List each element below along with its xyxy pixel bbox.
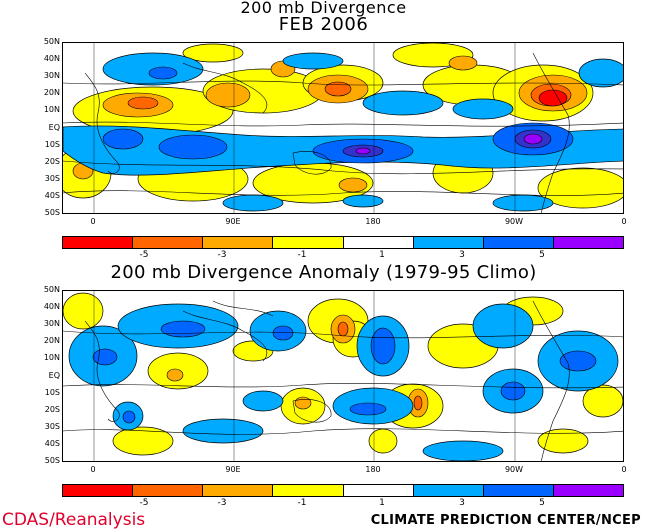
colorbar-segment [343, 237, 414, 248]
divergence-anomaly-map-panel [62, 290, 624, 462]
lat-label: 50N [43, 37, 60, 46]
lon-label: 90E [225, 465, 241, 474]
lon-label: 180 [365, 465, 381, 474]
divergence-anomaly-map-svg [63, 291, 623, 461]
lat-label: 30N [43, 71, 60, 80]
colorbar-segment [483, 485, 554, 496]
lat-label: EQ [48, 371, 60, 380]
colorbar-segment [203, 485, 274, 496]
colorbar-segment [343, 485, 414, 496]
colorbar-label: -1 [297, 250, 307, 260]
lat-label: 30S [44, 174, 60, 183]
colorbar-segment [273, 237, 344, 248]
colorbar-label: 3 [459, 250, 465, 260]
anomaly-map-title: 200 mb Divergence Anomaly (1979-95 Climo… [110, 262, 537, 283]
lat-label: 50S [44, 456, 60, 465]
lon-label: 180 [365, 217, 381, 226]
lat-label: 20N [43, 336, 60, 345]
lat-label: 20S [44, 157, 60, 166]
colorbar-segment [63, 237, 134, 248]
colorbar-segment [483, 237, 554, 248]
colorbar-label: -3 [217, 250, 227, 260]
lon-label: 90W [504, 217, 524, 226]
colorbar-label: -5 [139, 250, 149, 260]
colorbar-label: -3 [217, 498, 227, 508]
lat-label: 30S [44, 422, 60, 431]
map-title-line2: FEB 2006 [278, 14, 369, 35]
colorbar-anomaly [62, 484, 624, 497]
colorbar-segment [413, 237, 484, 248]
lat-label: 40N [43, 54, 60, 63]
colorbar-segment [413, 485, 484, 496]
lat-label: 50N [43, 285, 60, 294]
lat-label: 40S [44, 191, 60, 200]
lat-label: 20S [44, 405, 60, 414]
colorbar-segment [63, 485, 134, 496]
lon-label: 0 [621, 465, 627, 474]
colorbar-segment [133, 237, 204, 248]
lat-label: 40S [44, 439, 60, 448]
lat-label: 10S [44, 388, 60, 397]
lat-label: 20N [43, 88, 60, 97]
lat-label: 10N [43, 353, 60, 362]
colorbar-segment [133, 485, 204, 496]
lon-label: 0 [90, 217, 96, 226]
colorbar-label: 3 [459, 498, 465, 508]
colorbar-segment [553, 237, 623, 248]
colorbar-label: -1 [297, 498, 307, 508]
colorbar-label: -5 [139, 498, 149, 508]
colorbar-label: 1 [379, 250, 385, 260]
lat-label: 50S [44, 208, 60, 217]
colorbar-divergence [62, 236, 624, 249]
colorbar-segment [203, 237, 274, 248]
source-credit: CDAS/Reanalysis [2, 510, 146, 530]
agency-credit: CLIMATE PREDICTION CENTER/NCEP [370, 513, 641, 528]
divergence-map-svg [63, 43, 623, 213]
divergence-map-panel [62, 42, 624, 214]
lon-label: 90W [504, 465, 524, 474]
colorbar-segment [553, 485, 623, 496]
lat-label: 40N [43, 302, 60, 311]
colorbar-label: 5 [539, 498, 545, 508]
lon-label: 90E [225, 217, 241, 226]
lat-label: 10S [44, 140, 60, 149]
colorbar-label: 1 [379, 498, 385, 508]
lat-label: 10N [43, 105, 60, 114]
lat-label: 30N [43, 319, 60, 328]
lon-label: 0 [90, 465, 96, 474]
map-title-line1: 200 mb Divergence [240, 0, 407, 17]
lon-label: 0 [621, 217, 627, 226]
colorbar-segment [273, 485, 344, 496]
lat-label: EQ [48, 123, 60, 132]
colorbar-label: 5 [539, 250, 545, 260]
